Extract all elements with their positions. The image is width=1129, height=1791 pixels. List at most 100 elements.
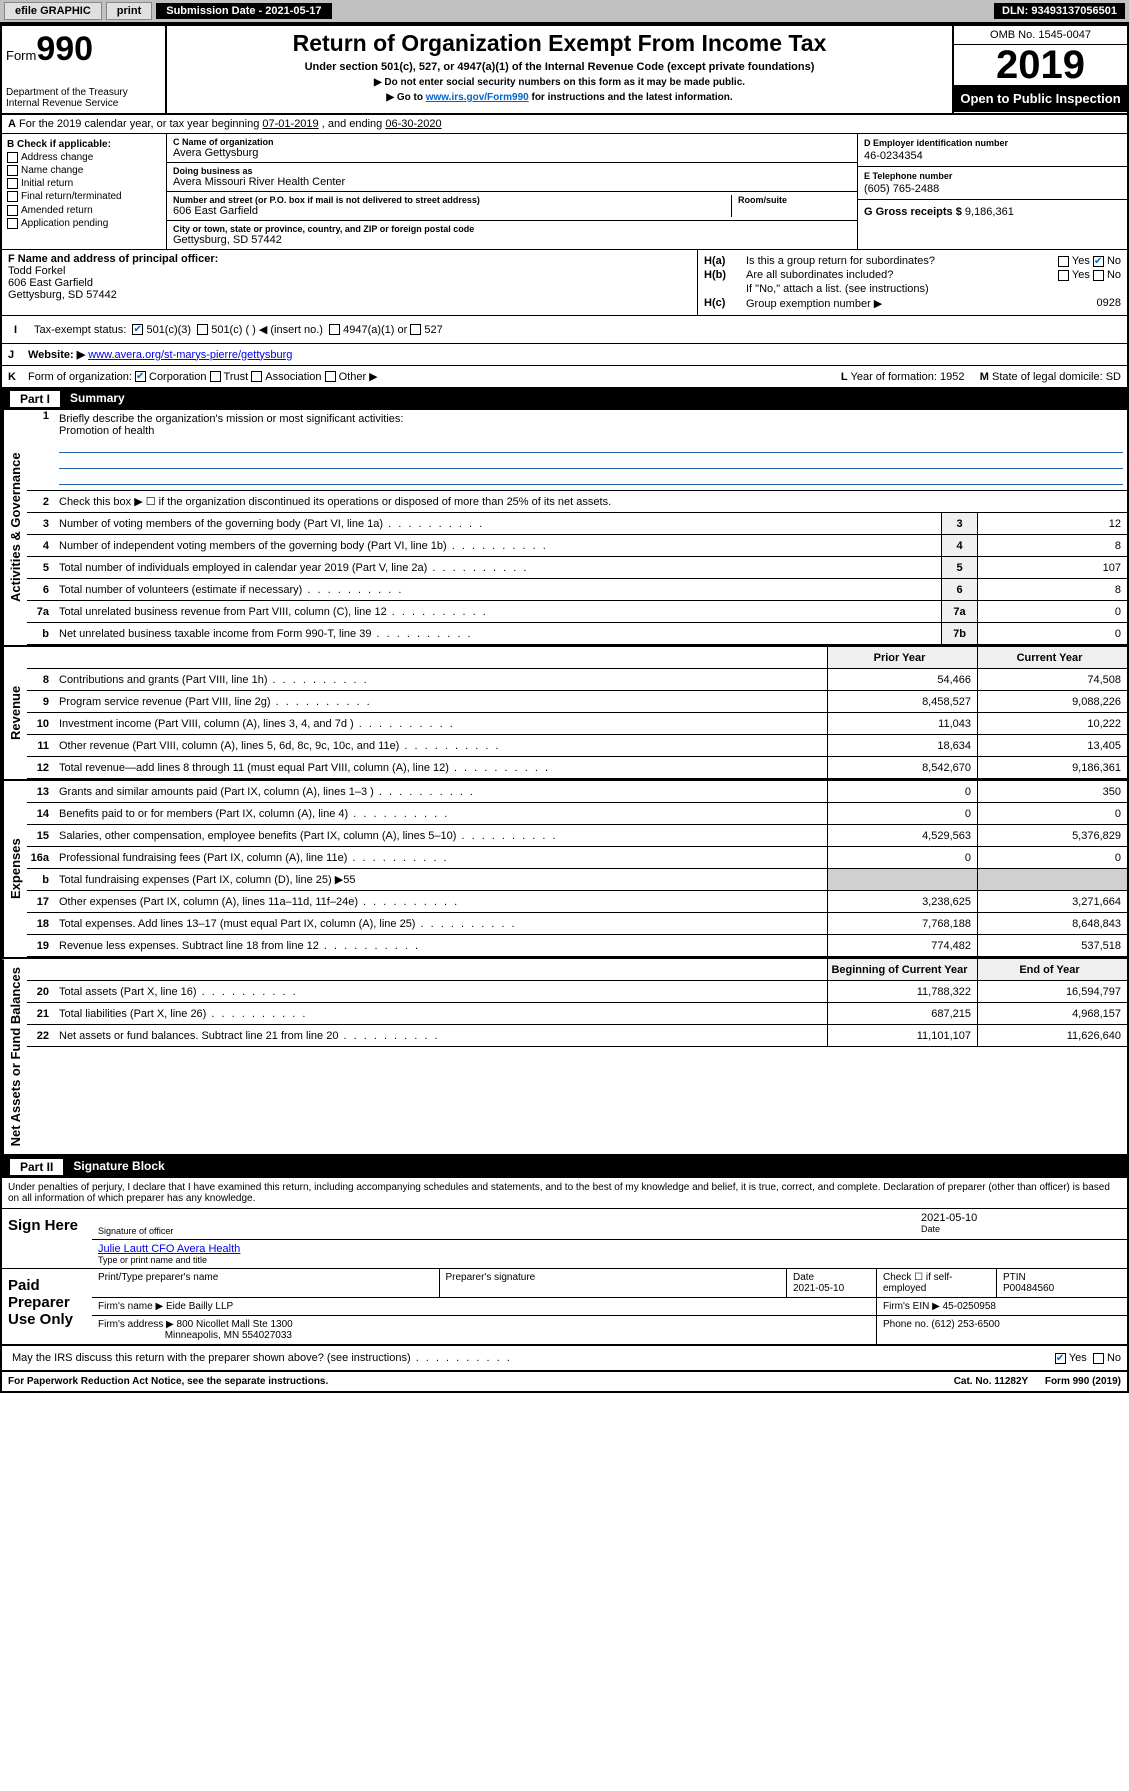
line-2: 2Check this box ▶ ☐ if the organization … <box>27 491 1127 513</box>
ptin-value: P00484560 <box>1003 1283 1054 1294</box>
current-value: 9,186,361 <box>977 757 1127 778</box>
line-1: 1Briefly describe the organization's mis… <box>27 410 1127 491</box>
prior-value: 7,768,188 <box>827 913 977 934</box>
chk-address-change[interactable] <box>7 152 18 163</box>
col-header-current: Current Year <box>977 647 1127 668</box>
form-990: Form990 Department of the Treasury Inter… <box>0 24 1129 1393</box>
chk-527[interactable] <box>410 324 421 335</box>
line-value: 8 <box>977 579 1127 600</box>
prior-value: 4,529,563 <box>827 825 977 846</box>
chk-4947[interactable] <box>329 324 340 335</box>
year-begin: 07-01-2019 <box>262 118 318 130</box>
chk-name-change[interactable] <box>7 165 18 176</box>
sig-date-label: Date <box>921 1224 1121 1234</box>
line-6: 6Total number of volunteers (estimate if… <box>27 579 1127 601</box>
chk-501c3[interactable] <box>132 324 143 335</box>
col-header-prior: Beginning of Current Year <box>827 959 977 980</box>
chk-hb-no[interactable] <box>1093 270 1104 281</box>
line-value: 0 <box>977 623 1127 644</box>
ha-text: Is this a group return for subordinates? <box>746 255 1058 267</box>
chk-hb-yes[interactable] <box>1058 270 1069 281</box>
line-value: 12 <box>977 513 1127 534</box>
chk-discuss-yes[interactable] <box>1055 1353 1066 1364</box>
efile-button[interactable]: efile GRAPHIC <box>4 2 102 20</box>
prior-value: 0 <box>827 847 977 868</box>
submission-date: Submission Date - 2021-05-17 <box>156 3 331 19</box>
firm-phone: (612) 253-6500 <box>931 1319 999 1330</box>
line-22: 22Net assets or fund balances. Subtract … <box>27 1025 1127 1047</box>
chk-initial-return[interactable] <box>7 178 18 189</box>
print-button[interactable]: print <box>106 2 152 20</box>
chk-ha-no[interactable] <box>1093 256 1104 267</box>
discuss-row: May the IRS discuss this return with the… <box>2 1346 1127 1372</box>
org-name-label: C Name of organization <box>173 137 851 147</box>
officer-name: Todd Forkel <box>8 265 691 277</box>
subtitle-1: Under section 501(c), 527, or 4947(a)(1)… <box>175 61 944 73</box>
dln: DLN: 93493137056501 <box>994 3 1125 19</box>
line-18: 18Total expenses. Add lines 13–17 (must … <box>27 913 1127 935</box>
current-value: 0 <box>977 803 1127 824</box>
signer-name-link[interactable]: Julie Lautt CFO Avera Health <box>98 1243 240 1255</box>
line-19: 19Revenue less expenses. Subtract line 1… <box>27 935 1127 957</box>
year-formation: 1952 <box>940 371 964 383</box>
website-link[interactable]: www.avera.org/st-marys-pierre/gettysburg <box>88 349 292 361</box>
mission-text: Promotion of health <box>59 425 1123 437</box>
dba-label: Doing business as <box>173 166 851 176</box>
state-domicile: SD <box>1106 371 1121 383</box>
form-label: Form990 <box>6 30 161 69</box>
hb-note: If "No," attach a list. (see instruction… <box>746 283 1121 295</box>
tel-label: E Telephone number <box>864 171 1121 181</box>
officer-addr1: 606 East Garfield <box>8 277 691 289</box>
current-value: 537,518 <box>977 935 1127 956</box>
chk-other[interactable] <box>325 371 336 382</box>
sig-date: 2021-05-10 <box>921 1212 1121 1224</box>
hb-text: Are all subordinates included? <box>746 269 1058 281</box>
street-addr: 606 East Garfield <box>173 205 731 217</box>
chk-amended[interactable] <box>7 205 18 216</box>
chk-app-pending[interactable] <box>7 218 18 229</box>
line-20: 20Total assets (Part X, line 16)11,788,3… <box>27 981 1127 1003</box>
prior-value: 54,466 <box>827 669 977 690</box>
section-3: Net Assets or Fund BalancesBeginning of … <box>2 959 1127 1156</box>
section-label: Revenue <box>2 647 27 779</box>
chk-501c[interactable] <box>197 324 208 335</box>
chk-discuss-no[interactable] <box>1093 1353 1104 1364</box>
prior-value: 774,482 <box>827 935 977 956</box>
line-3: 3Number of voting members of the governi… <box>27 513 1127 535</box>
chk-ha-yes[interactable] <box>1058 256 1069 267</box>
subtitle-3: ▶ Go to www.irs.gov/Form990 for instruct… <box>175 92 944 103</box>
firm-addr2: Minneapolis, MN 554027033 <box>165 1330 292 1341</box>
current-value: 3,271,664 <box>977 891 1127 912</box>
current-value: 4,968,157 <box>977 1003 1127 1024</box>
prior-value: 18,634 <box>827 735 977 756</box>
city-label: City or town, state or province, country… <box>173 224 851 234</box>
current-value: 11,626,640 <box>977 1025 1127 1046</box>
current-value: 5,376,829 <box>977 825 1127 846</box>
hc-value: 0928 <box>1097 297 1121 310</box>
current-value: 16,594,797 <box>977 981 1127 1002</box>
prep-date: 2021-05-10 <box>793 1283 844 1294</box>
irs-label: Internal Revenue Service <box>6 98 161 109</box>
current-value: 8,648,843 <box>977 913 1127 934</box>
chk-assoc[interactable] <box>251 371 262 382</box>
ein-label: D Employer identification number <box>864 138 1121 148</box>
dba-name: Avera Missouri River Health Center <box>173 176 851 188</box>
section-fh: F Name and address of principal officer:… <box>2 250 1127 316</box>
perjury-statement: Under penalties of perjury, I declare th… <box>2 1178 1127 1209</box>
current-value: 74,508 <box>977 669 1127 690</box>
cat-no: Cat. No. 11282Y <box>954 1376 1028 1387</box>
topbar: efile GRAPHIC print Submission Date - 20… <box>0 0 1129 24</box>
line-21: 21Total liabilities (Part X, line 26)687… <box>27 1003 1127 1025</box>
current-value: 0 <box>977 847 1127 868</box>
chk-corp[interactable] <box>135 371 146 382</box>
chk-final-return[interactable] <box>7 191 18 202</box>
chk-trust[interactable] <box>210 371 221 382</box>
line-value: 8 <box>977 535 1127 556</box>
self-employed-chk[interactable]: Check ☐ if self-employed <box>877 1269 997 1297</box>
line-13: 13Grants and similar amounts paid (Part … <box>27 781 1127 803</box>
instructions-link[interactable]: www.irs.gov/Form990 <box>426 92 529 103</box>
section-label: Activities & Governance <box>2 410 27 645</box>
line-7a: 7aTotal unrelated business revenue from … <box>27 601 1127 623</box>
row-j: J Website: ▶ www.avera.org/st-marys-pier… <box>2 344 1127 366</box>
form-version: Form 990 (2019) <box>1045 1376 1121 1387</box>
